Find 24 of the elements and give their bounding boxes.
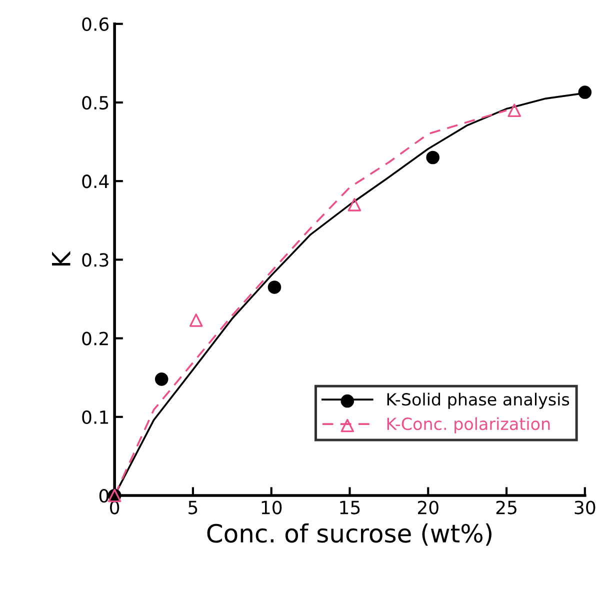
x-tick-label: 10	[262, 500, 282, 514]
legend-label: K-Conc. polarization	[387, 417, 550, 434]
x-axis-title: Conc. of sucrose (wt%)	[207, 523, 492, 546]
y-tick-label: 0	[99, 488, 109, 503]
point	[426, 150, 440, 164]
legend-label: K-Solid phase analysis	[387, 392, 570, 409]
point	[154, 372, 168, 386]
y-axis-title: K	[52, 250, 70, 266]
y-tick-label: 0.6	[82, 17, 109, 31]
y-tick-label: 0.3	[82, 253, 108, 267]
x-tick-label: 25	[496, 500, 516, 514]
point	[189, 314, 203, 327]
x-tick-label: 5	[188, 500, 198, 514]
x-tick-label: 15	[340, 500, 360, 514]
x-tick-label: 20	[418, 500, 438, 514]
x-tick-label: 30	[574, 500, 596, 514]
y-tick-label: 0.2	[82, 332, 108, 346]
point	[268, 280, 282, 294]
y-tick-label: 0.1	[82, 410, 108, 424]
y-tick-label: 0.4	[82, 174, 109, 188]
y-tick-label: 0.5	[82, 96, 108, 110]
point	[348, 198, 362, 212]
point	[508, 104, 522, 117]
point	[578, 86, 592, 99]
